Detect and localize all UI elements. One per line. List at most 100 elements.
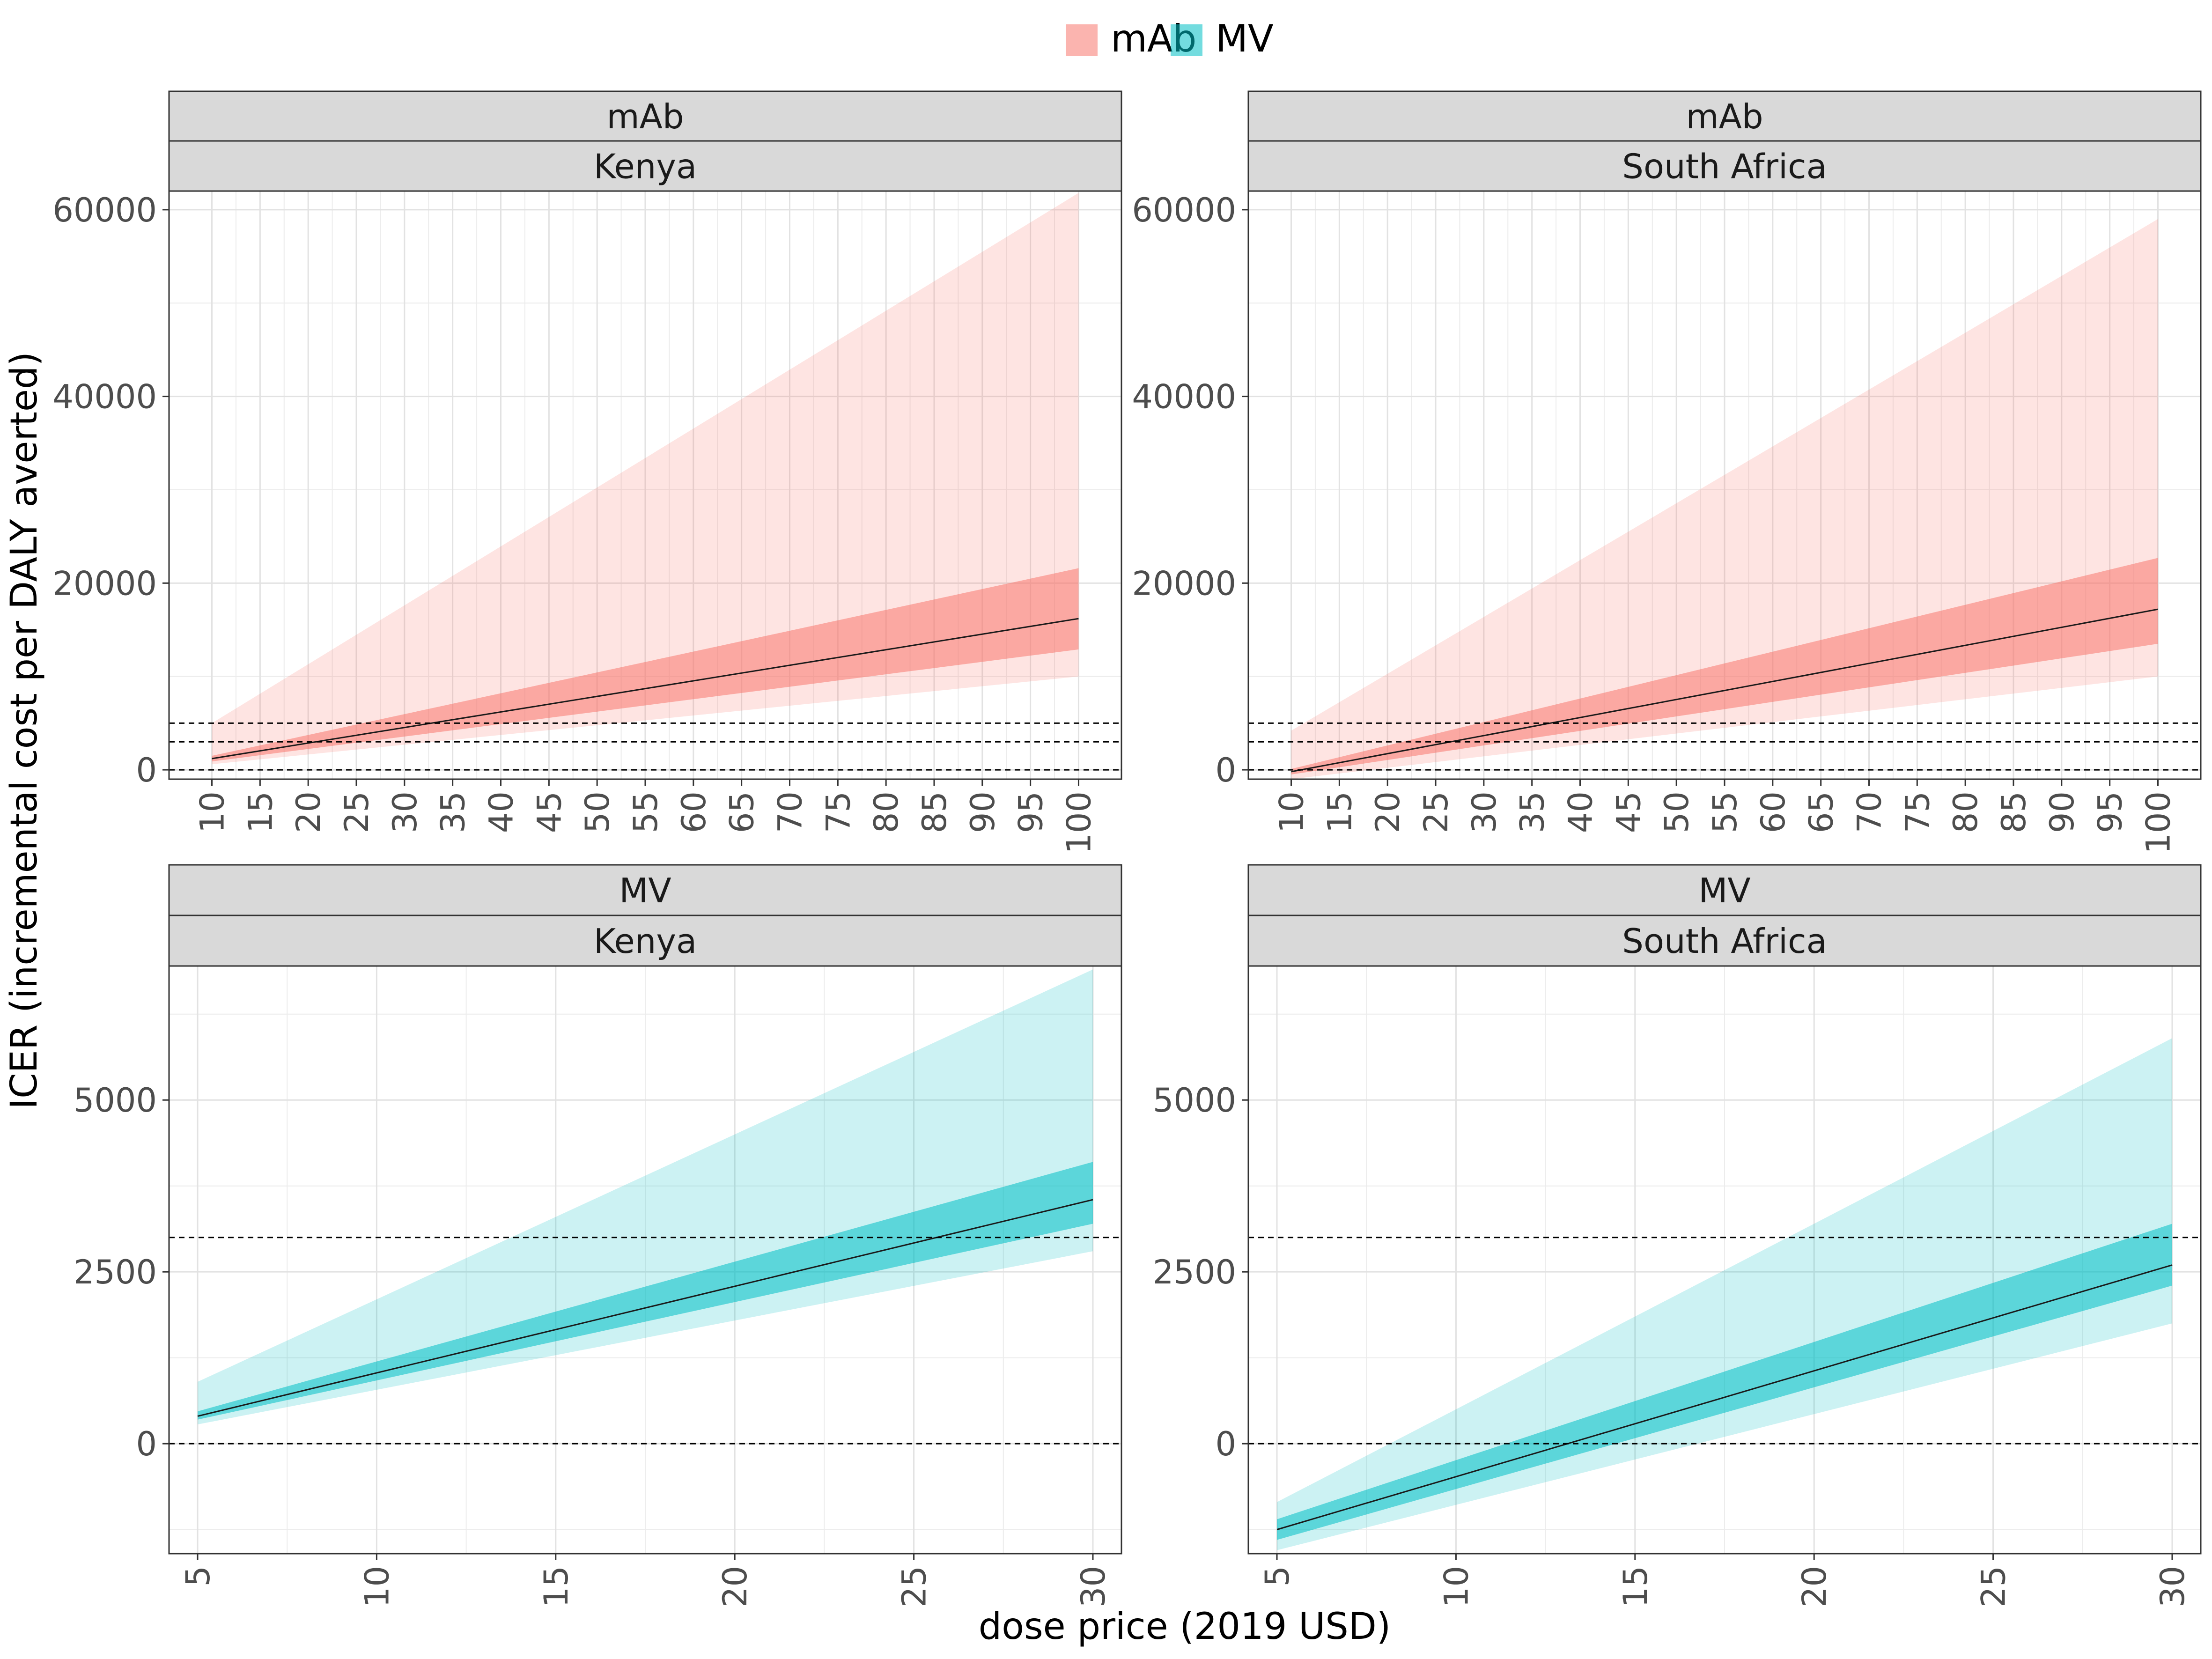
x-tick-label: 100 bbox=[2139, 791, 2177, 854]
panel-mAb-kenya: mAb Kenya 0 20000 40000 60000 10 15 20 25 30 35 40 45… bbox=[52, 90, 1122, 854]
x-tick-label: 20 bbox=[1795, 1566, 1834, 1607]
y-tick-label: 2500 bbox=[74, 1253, 157, 1291]
x-tick-label: 80 bbox=[867, 791, 906, 833]
legend: mAb MV bbox=[1066, 17, 1274, 60]
panel-MV-kenya: MV Kenya 0 2500 5000 5 10 15 20 25 30 bbox=[74, 864, 1122, 1607]
data-layer bbox=[169, 969, 1121, 1445]
x-tick-label: 25 bbox=[895, 1566, 934, 1607]
x-tick-label: 10 bbox=[1273, 791, 1311, 833]
x-tick-label: 75 bbox=[819, 791, 857, 833]
x-tick-label: 5 bbox=[1258, 1566, 1297, 1587]
x-tick-label: 25 bbox=[1417, 791, 1455, 833]
y-tick-label: 40000 bbox=[1132, 378, 1236, 416]
y-tick-label: 40000 bbox=[52, 378, 157, 416]
median-line bbox=[212, 618, 1079, 759]
y-tick-label: 20000 bbox=[52, 564, 157, 603]
strip-bottom bbox=[1247, 914, 2202, 967]
x-tick-label: 85 bbox=[1995, 791, 2033, 833]
x-tick-label: 30 bbox=[1465, 791, 1504, 833]
strip-top-label: MV bbox=[1698, 871, 1750, 910]
y-tick-label: 5000 bbox=[74, 1081, 157, 1120]
x-tick-label: 5 bbox=[179, 1566, 217, 1587]
x-tick-label: 65 bbox=[1802, 791, 1841, 833]
x-tick-label: 45 bbox=[530, 791, 568, 833]
median-line bbox=[1276, 1264, 2173, 1531]
x-tick-label: 30 bbox=[1074, 1566, 1113, 1607]
x-tick-label: 95 bbox=[2091, 791, 2130, 833]
data-layer bbox=[169, 192, 1121, 771]
x-tick-label: 25 bbox=[1975, 1566, 2013, 1607]
legend-label-MV: MV bbox=[1216, 17, 1274, 60]
data-layer bbox=[1248, 219, 2201, 779]
strip-top-label: MV bbox=[619, 871, 671, 910]
strip-bottom bbox=[168, 914, 1122, 967]
x-tick-label: 10 bbox=[193, 791, 232, 833]
strip-bottom-label: South Africa bbox=[1622, 922, 1827, 961]
x-tick-label: 30 bbox=[2153, 1566, 2192, 1607]
median-line bbox=[1291, 608, 2158, 773]
ribbon-inner bbox=[198, 1162, 1093, 1420]
strip-top-label: mAb bbox=[606, 97, 684, 136]
x-tick-label: 20 bbox=[1369, 791, 1407, 833]
panel-MV-south-africa: MV South Africa 0 2500 5000 5 10 15 20 25 30 bbox=[1153, 864, 2202, 1607]
y-tick-label: 0 bbox=[1215, 1425, 1236, 1463]
ribbon-outer bbox=[1277, 1038, 2172, 1550]
strip-top bbox=[168, 90, 1122, 142]
x-tick-label: 15 bbox=[537, 1566, 575, 1607]
legend-key-mAb bbox=[1066, 24, 1098, 56]
x-tick-label: 75 bbox=[1898, 791, 1937, 833]
x-tick-label: 60 bbox=[675, 791, 713, 833]
y-tick-label: 20000 bbox=[1132, 564, 1236, 603]
x-tick-label: 45 bbox=[1609, 791, 1648, 833]
x-tick-label: 30 bbox=[386, 791, 424, 833]
y-tick-label: 5000 bbox=[1153, 1081, 1236, 1120]
strip-bottom-label: Kenya bbox=[594, 147, 697, 186]
x-tick-label: 25 bbox=[338, 791, 376, 833]
ribbon-inner bbox=[212, 568, 1079, 762]
ribbon-outer bbox=[198, 969, 1093, 1425]
strip-bottom-label: Kenya bbox=[594, 922, 697, 961]
y-tick-label: 2500 bbox=[1153, 1253, 1236, 1291]
x-axis-label: dose price (2019 USD) bbox=[979, 1606, 1391, 1648]
x-tick-label: 50 bbox=[1658, 791, 1696, 833]
y-tick-label: 0 bbox=[136, 751, 157, 789]
x-tick-label: 60 bbox=[1754, 791, 1792, 833]
data-layer bbox=[1248, 1038, 2201, 1550]
strip-bottom bbox=[168, 140, 1122, 192]
x-tick-label: 70 bbox=[771, 791, 809, 833]
x-tick-label: 55 bbox=[627, 791, 665, 833]
y-tick-label: 60000 bbox=[52, 191, 157, 229]
strip-top-label: mAb bbox=[1686, 97, 1763, 136]
x-tick-label: 80 bbox=[1947, 791, 1985, 833]
x-tick-label: 70 bbox=[1850, 791, 1888, 833]
strip-bottom-label: South Africa bbox=[1622, 147, 1827, 186]
y-axis-label: ICER (incremental cost per DALY averted) bbox=[3, 352, 45, 1109]
x-tick-label: 20 bbox=[716, 1566, 754, 1607]
legend-key-MV bbox=[1171, 24, 1202, 56]
x-tick-label: 55 bbox=[1706, 791, 1744, 833]
x-tick-label: 35 bbox=[1513, 791, 1552, 833]
ribbon-inner bbox=[1291, 558, 2158, 775]
x-tick-label: 15 bbox=[1320, 791, 1359, 833]
x-tick-label: 15 bbox=[1616, 1566, 1655, 1607]
x-tick-label: 40 bbox=[1562, 791, 1600, 833]
x-tick-label: 50 bbox=[578, 791, 617, 833]
x-tick-label: 15 bbox=[241, 791, 280, 833]
strip-top bbox=[1247, 864, 2202, 916]
x-tick-label: 90 bbox=[964, 791, 1002, 833]
strip-bottom bbox=[1247, 140, 2202, 192]
x-tick-label: 35 bbox=[434, 791, 472, 833]
x-tick-label: 90 bbox=[2043, 791, 2081, 833]
x-tick-label: 65 bbox=[723, 791, 761, 833]
x-tick-label: 95 bbox=[1012, 791, 1050, 833]
y-tick-label: 60000 bbox=[1132, 191, 1236, 229]
y-tick-label: 0 bbox=[136, 1425, 157, 1463]
x-tick-label: 20 bbox=[289, 791, 328, 833]
x-tick-label: 40 bbox=[482, 791, 521, 833]
x-tick-label: 10 bbox=[358, 1566, 396, 1607]
y-tick-label: 0 bbox=[1215, 751, 1236, 789]
ribbon-inner bbox=[1277, 1224, 2172, 1540]
